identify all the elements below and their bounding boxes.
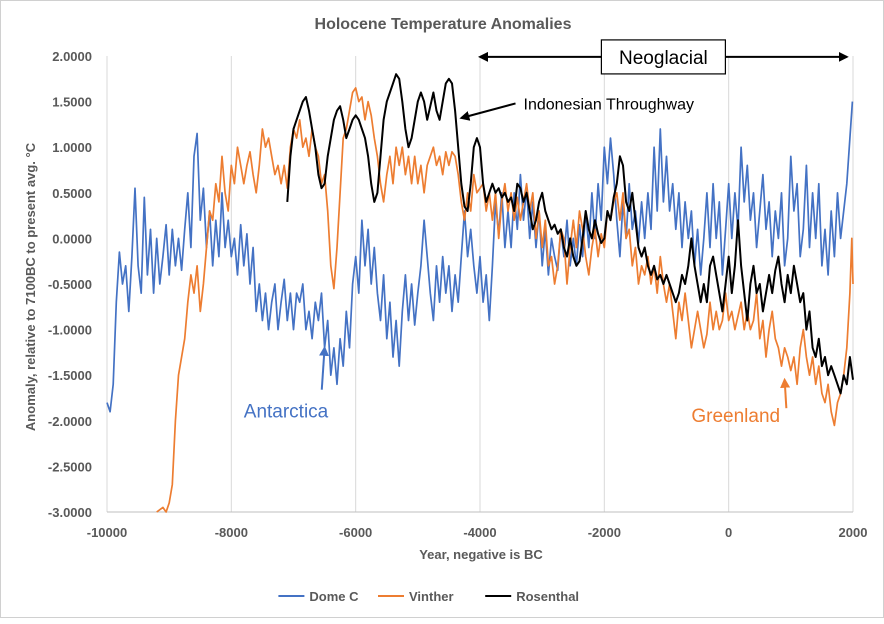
neoglacial-label-box bbox=[600, 39, 726, 75]
y-tick-label: 0.0000 bbox=[52, 231, 92, 246]
x-tick-label: -10000 bbox=[87, 525, 127, 540]
y-tick-label: 1.0000 bbox=[52, 140, 92, 155]
y-tick-label: -2.5000 bbox=[48, 459, 92, 474]
x-axis-tick-labels: -10000 -8000 -6000 -4000 -2000 0 2000 bbox=[87, 525, 868, 540]
y-tick-label: 0.5000 bbox=[52, 186, 92, 201]
x-tick-label: -2000 bbox=[588, 525, 621, 540]
annotation-greenland: Greenland bbox=[691, 406, 780, 427]
y-tick-label: -3.0000 bbox=[48, 505, 92, 520]
annotations: Neoglacial Indonesian Throughway Antarctic… bbox=[244, 39, 849, 427]
arrow-greenland bbox=[780, 377, 791, 409]
y-tick-label: 1.5000 bbox=[52, 95, 92, 110]
legend-label-dome-c: Dome C bbox=[309, 589, 359, 604]
arrow-indonesian-throughway bbox=[459, 102, 516, 121]
legend: Dome C Vinther Rosenthal bbox=[278, 589, 579, 604]
annotation-neoglacial: Neoglacial bbox=[619, 48, 708, 69]
x-tick-label: -8000 bbox=[215, 525, 248, 540]
y-tick-label: -1.0000 bbox=[48, 323, 92, 338]
grid-lines bbox=[106, 56, 854, 512]
annotation-antarctica: Antarctica bbox=[244, 402, 329, 423]
y-axis-tick-labels: 2.0000 1.5000 1.0000 0.5000 0.0000 -0.5000 -1.… bbox=[48, 49, 92, 520]
x-tick-label: 0 bbox=[725, 525, 732, 540]
x-axis-label: Year, negative is BC bbox=[419, 547, 543, 562]
y-tick-label: 2.0000 bbox=[52, 49, 92, 64]
y-tick-label: -1.5000 bbox=[48, 368, 92, 383]
legend-label-rosenthal: Rosenthal bbox=[516, 589, 579, 604]
arrow-antarctica bbox=[319, 345, 330, 390]
x-tick-label: -4000 bbox=[463, 525, 496, 540]
series-line-rosenthal bbox=[286, 73, 854, 395]
series-lines bbox=[106, 73, 854, 513]
legend-label-vinther: Vinther bbox=[409, 589, 454, 604]
y-axis-label: Anomaly, relative to 7100BC to present a… bbox=[23, 142, 38, 431]
y-tick-label: -0.5000 bbox=[48, 277, 92, 292]
series-line-vinther bbox=[156, 87, 854, 513]
x-tick-label: -6000 bbox=[339, 525, 372, 540]
chart-title: Holocene Temperature Anomalies bbox=[315, 16, 572, 33]
annotation-indonesian-throughway: Indonesian Throughway bbox=[524, 96, 695, 113]
x-tick-label: 2000 bbox=[839, 525, 868, 540]
series-line-dome-c bbox=[106, 101, 854, 413]
y-tick-label: -2.0000 bbox=[48, 414, 92, 429]
